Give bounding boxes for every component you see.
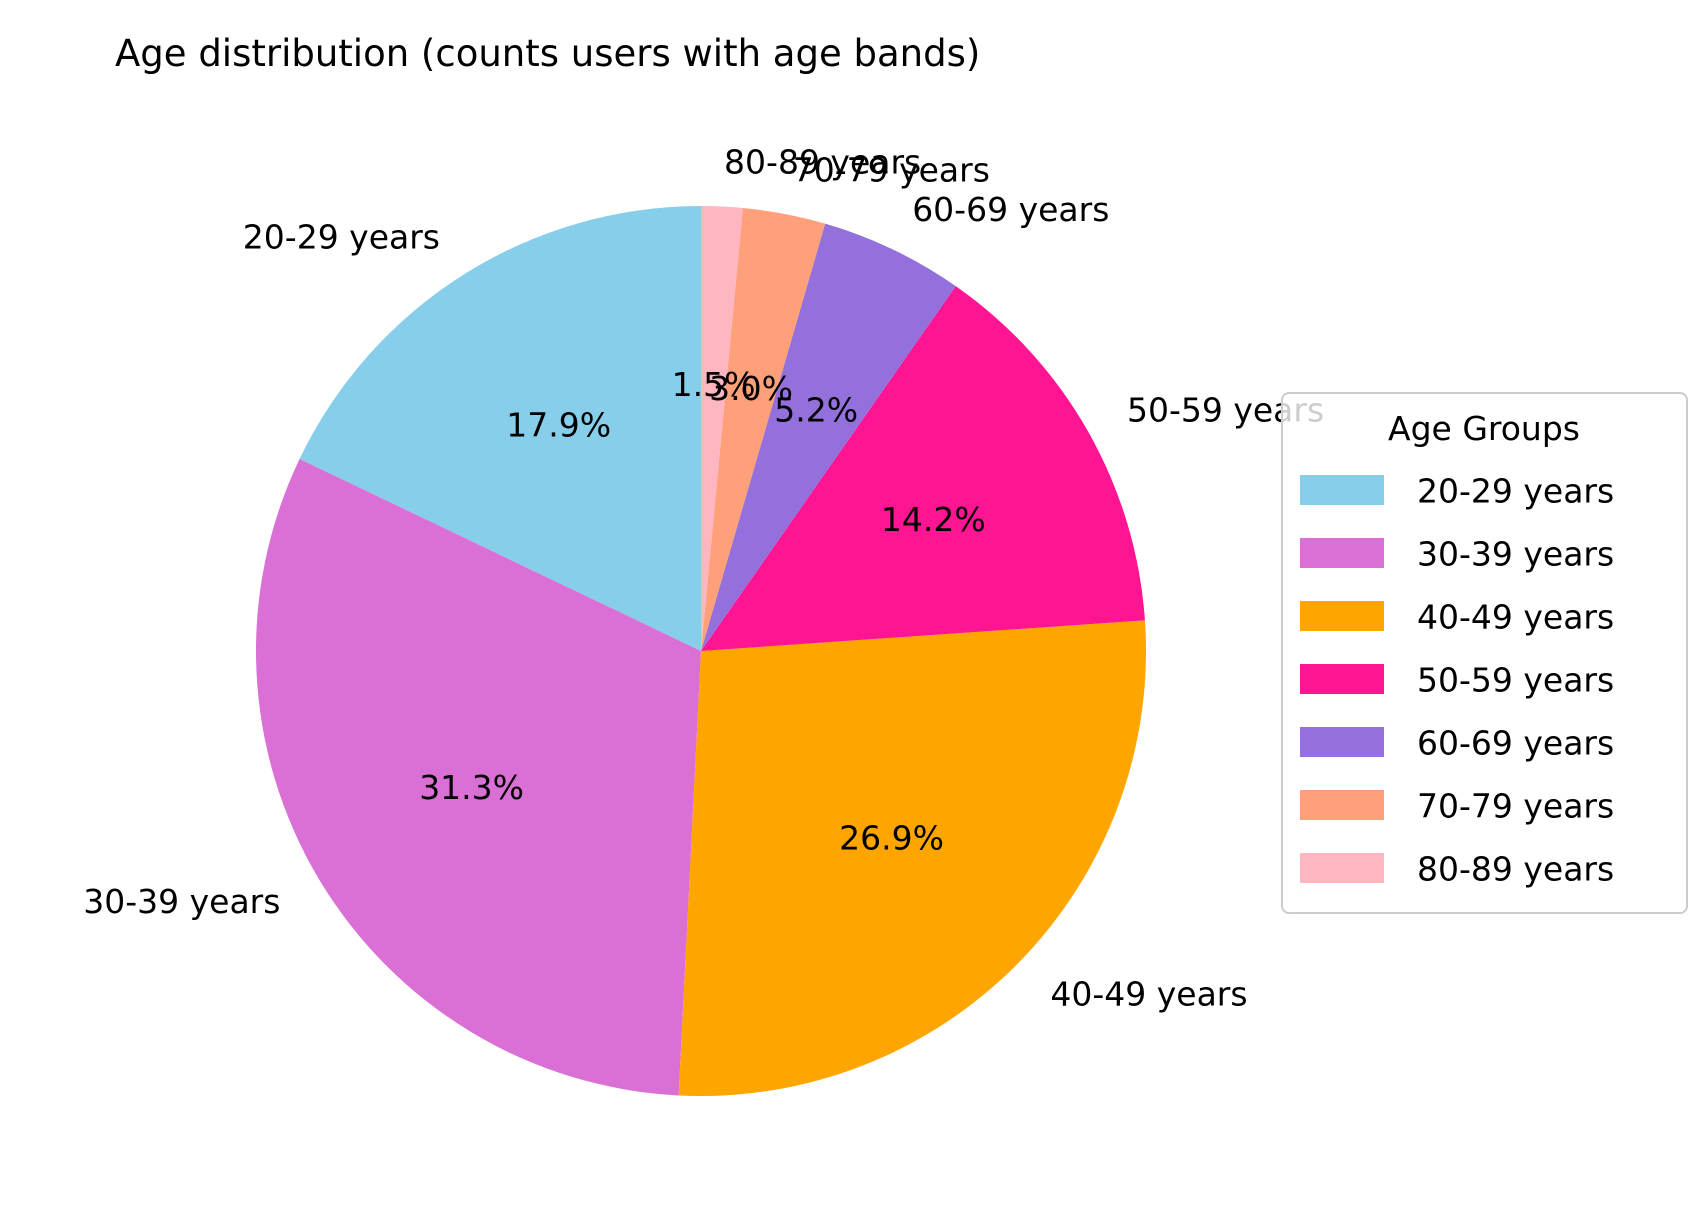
pie-slice-40-49-years [678, 620, 1147, 1097]
legend-swatch-20-29-years [1300, 475, 1384, 505]
slice-label-60-69-years: 60-69 years [912, 190, 1109, 229]
legend-label-70-79-years: 70-79 years [1417, 787, 1614, 826]
legend-swatch-80-89-years [1300, 853, 1384, 883]
legend-label-40-49-years: 40-49 years [1417, 598, 1614, 637]
legend-label-80-89-years: 80-89 years [1417, 850, 1614, 889]
percent-label-20-29-years: 17.9% [506, 406, 611, 445]
legend-swatch-40-49-years [1300, 601, 1384, 631]
slice-label-80-89-years: 80-89 years [724, 143, 921, 182]
legend-swatch-60-69-years [1300, 727, 1384, 757]
slice-label-20-29-years: 20-29 years [243, 217, 440, 256]
legend-swatch-50-59-years [1300, 664, 1384, 694]
chart-title: Age distribution (counts users with age … [115, 32, 980, 75]
slice-label-40-49-years: 40-49 years [1050, 974, 1247, 1013]
pie-slice-50-59-years [701, 286, 1145, 651]
pie-slice-30-39-years [255, 459, 701, 1096]
legend-frame [1281, 392, 1688, 914]
slice-label-70-79-years: 70-79 years [793, 151, 990, 190]
legend-label-20-29-years: 20-29 years [1417, 472, 1614, 511]
legend-entries: 20-29 years 30-39 years 40-49 years 50-59 y… [1300, 472, 1614, 889]
pie-slice-20-29-years [299, 206, 701, 651]
pie-slice-60-69-years [701, 223, 956, 651]
percent-label-50-59-years: 14.2% [881, 500, 986, 539]
pie-slice-80-89-years [701, 206, 743, 651]
percent-label-80-89-years: 1.5% [672, 365, 756, 404]
pie-slices [255, 206, 1147, 1097]
percent-label-30-39-years: 31.3% [419, 768, 524, 807]
percent-label-60-69-years: 5.2% [774, 391, 858, 430]
legend-title: Age Groups [1388, 409, 1580, 448]
percent-label-40-49-years: 26.9% [839, 819, 944, 858]
legend-label-60-69-years: 60-69 years [1417, 724, 1614, 763]
legend: Age Groups 20-29 years 30-39 years 40-49 y… [1281, 392, 1688, 914]
percent-label-70-79-years: 3.0% [709, 369, 793, 408]
pie-slice-70-79-years [701, 207, 826, 652]
legend-swatch-70-79-years [1300, 790, 1384, 820]
legend-swatch-30-39-years [1300, 538, 1384, 568]
legend-label-30-39-years: 30-39 years [1417, 535, 1614, 574]
percent-labels: 17.9% 31.3% 26.9% 14.2% 5.2%3.0%1.5% [419, 365, 986, 858]
legend-label-50-59-years: 50-59 years [1417, 661, 1614, 700]
slice-label-30-39-years: 30-39 years [83, 882, 280, 921]
